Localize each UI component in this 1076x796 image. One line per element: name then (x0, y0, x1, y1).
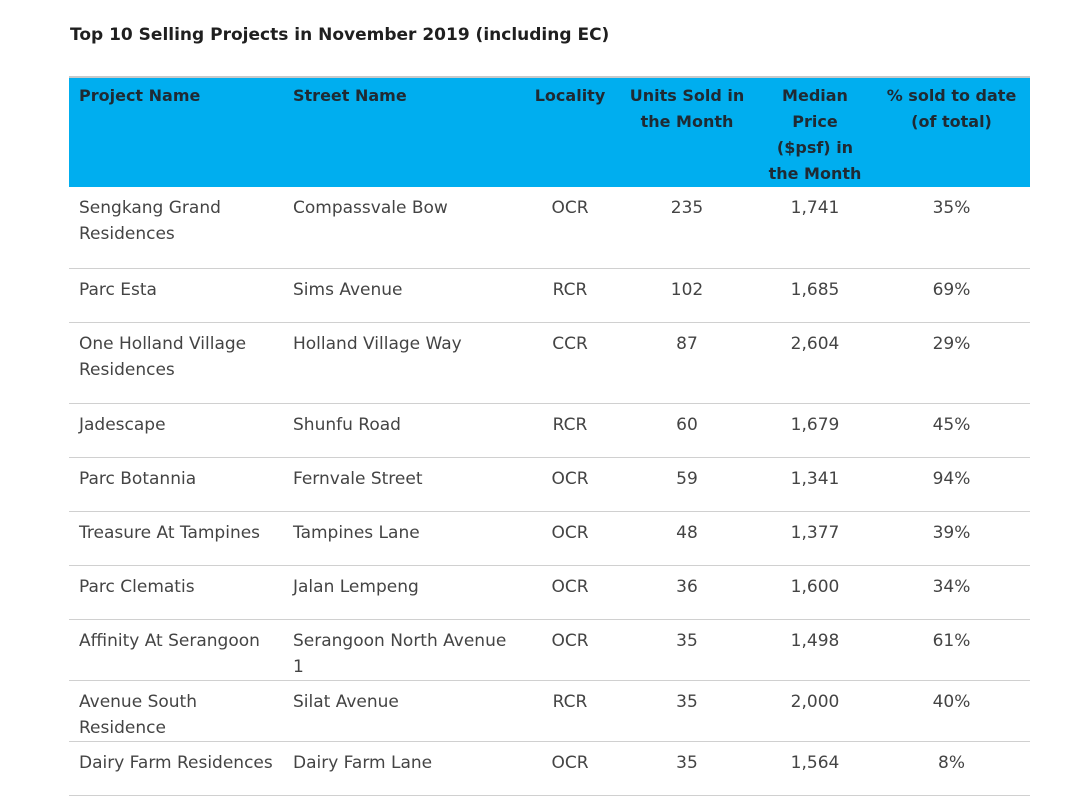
cell-percent-sold: 39% (873, 511, 1030, 566)
table-row: Sengkang Grand Residences Compassvale Bo… (69, 187, 1030, 269)
cell-locality: RCR (523, 403, 617, 458)
cell-street-name: Silat Avenue (283, 680, 523, 742)
cell-median-price: 1,377 (757, 511, 873, 566)
cell-project-name: Sengkang Grand Residences (69, 187, 283, 269)
cell-street-name: Jalan Lempeng (283, 565, 523, 620)
cell-locality: OCR (523, 741, 617, 796)
cell-units-sold: 102 (617, 268, 757, 323)
cell-percent-sold: 34% (873, 565, 1030, 620)
cell-percent-sold: 8% (873, 741, 1030, 796)
cell-project-name: One Holland Village Residences (69, 322, 283, 404)
cell-median-price: 1,685 (757, 268, 873, 323)
cell-units-sold: 235 (617, 187, 757, 269)
cell-percent-sold: 35% (873, 187, 1030, 269)
cell-locality: OCR (523, 457, 617, 512)
header-locality: Locality (523, 76, 617, 187)
cell-units-sold: 48 (617, 511, 757, 566)
cell-locality: OCR (523, 511, 617, 566)
header-project-name: Project Name (69, 76, 283, 187)
cell-project-name: Treasure At Tampines (69, 511, 283, 566)
cell-percent-sold: 45% (873, 403, 1030, 458)
cell-percent-sold: 40% (873, 680, 1030, 742)
cell-median-price: 1,564 (757, 741, 873, 796)
table-row: Affinity At Serangoon Serangoon North Av… (69, 619, 1030, 681)
page-title: Top 10 Selling Projects in November 2019… (70, 25, 610, 45)
cell-street-name: Sims Avenue (283, 268, 523, 323)
cell-street-name: Fernvale Street (283, 457, 523, 512)
table-row: Parc Esta Sims Avenue RCR 102 1,685 69% (69, 268, 1030, 323)
header-percent-sold: % sold to date (of total) (873, 76, 1030, 187)
cell-locality: OCR (523, 187, 617, 269)
cell-percent-sold: 94% (873, 457, 1030, 512)
top-selling-projects-table: Project Name Street Name Locality Units … (69, 76, 1030, 796)
cell-median-price: 2,000 (757, 680, 873, 742)
cell-locality: RCR (523, 268, 617, 323)
cell-units-sold: 87 (617, 322, 757, 404)
table-row: Avenue South Residence Silat Avenue RCR … (69, 680, 1030, 742)
cell-median-price: 1,498 (757, 619, 873, 681)
header-median-price: Median Price ($psf) in the Month (757, 76, 873, 187)
table-row: Parc Botannia Fernvale Street OCR 59 1,3… (69, 457, 1030, 512)
cell-median-price: 1,741 (757, 187, 873, 269)
cell-project-name: Avenue South Residence (69, 680, 283, 742)
cell-project-name: Parc Esta (69, 268, 283, 323)
cell-median-price: 1,600 (757, 565, 873, 620)
cell-project-name: Jadescape (69, 403, 283, 458)
cell-locality: RCR (523, 680, 617, 742)
cell-percent-sold: 69% (873, 268, 1030, 323)
cell-units-sold: 36 (617, 565, 757, 620)
table-row: Dairy Farm Residences Dairy Farm Lane OC… (69, 741, 1030, 796)
table-row: Treasure At Tampines Tampines Lane OCR 4… (69, 511, 1030, 566)
table-row: Jadescape Shunfu Road RCR 60 1,679 45% (69, 403, 1030, 458)
cell-project-name: Dairy Farm Residences (69, 741, 283, 796)
cell-project-name: Affinity At Serangoon (69, 619, 283, 681)
cell-street-name: Compassvale Bow (283, 187, 523, 269)
table-header-row: Project Name Street Name Locality Units … (69, 76, 1030, 187)
cell-street-name: Holland Village Way (283, 322, 523, 404)
cell-median-price: 1,679 (757, 403, 873, 458)
cell-project-name: Parc Botannia (69, 457, 283, 512)
cell-units-sold: 60 (617, 403, 757, 458)
cell-percent-sold: 61% (873, 619, 1030, 681)
cell-project-name: Parc Clematis (69, 565, 283, 620)
cell-percent-sold: 29% (873, 322, 1030, 404)
cell-street-name: Dairy Farm Lane (283, 741, 523, 796)
cell-locality: OCR (523, 565, 617, 620)
cell-units-sold: 59 (617, 457, 757, 512)
cell-units-sold: 35 (617, 741, 757, 796)
cell-units-sold: 35 (617, 680, 757, 742)
cell-units-sold: 35 (617, 619, 757, 681)
table-row: One Holland Village Residences Holland V… (69, 322, 1030, 404)
cell-median-price: 2,604 (757, 322, 873, 404)
cell-street-name: Shunfu Road (283, 403, 523, 458)
header-street-name: Street Name (283, 76, 523, 187)
cell-locality: OCR (523, 619, 617, 681)
cell-median-price: 1,341 (757, 457, 873, 512)
cell-locality: CCR (523, 322, 617, 404)
cell-street-name: Serangoon North Avenue 1 (283, 619, 523, 681)
table-row: Parc Clematis Jalan Lempeng OCR 36 1,600… (69, 565, 1030, 620)
header-units-sold: Units Sold in the Month (617, 76, 757, 187)
cell-street-name: Tampines Lane (283, 511, 523, 566)
